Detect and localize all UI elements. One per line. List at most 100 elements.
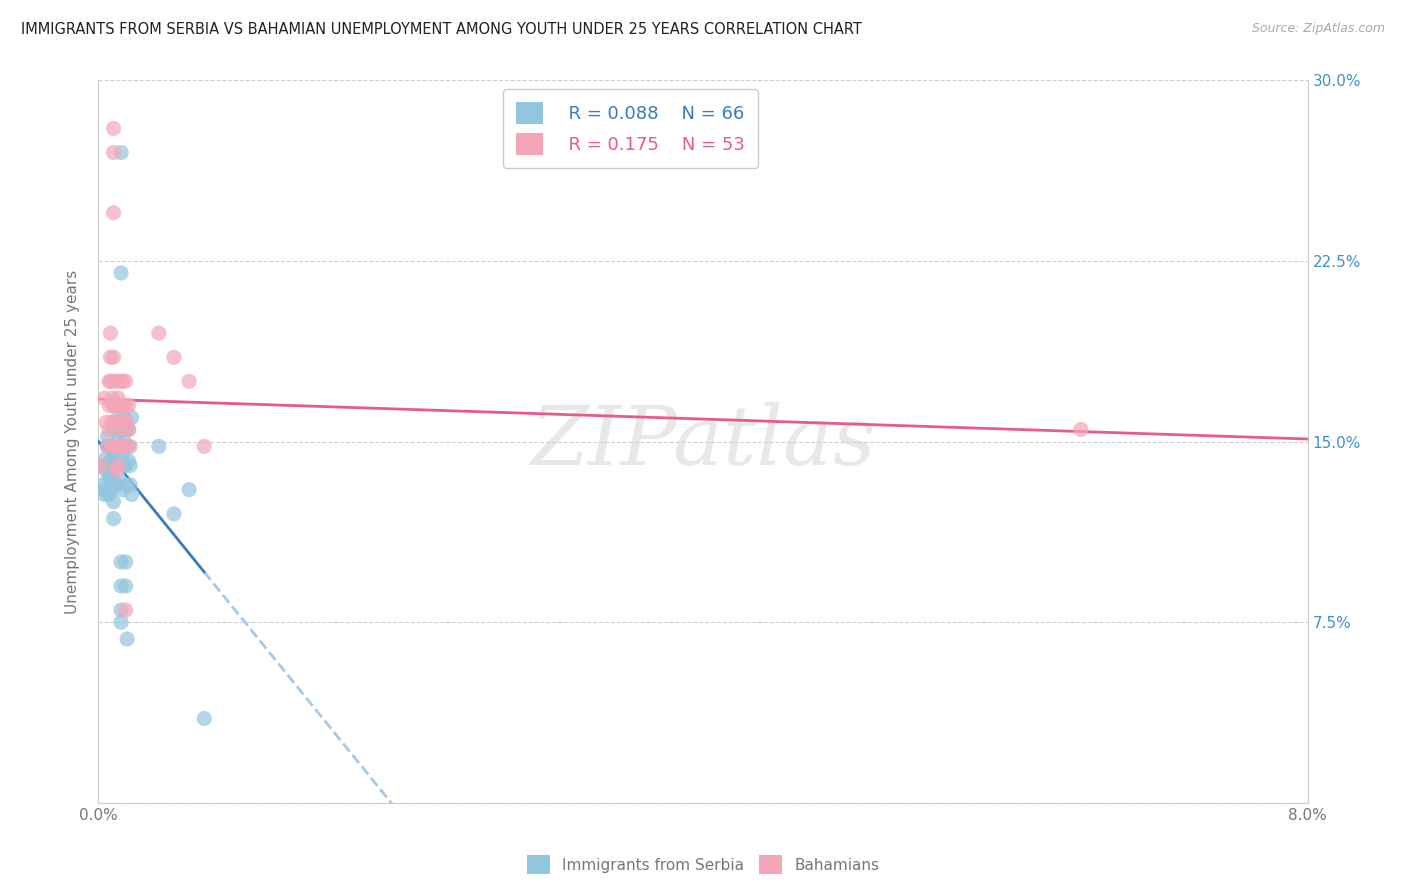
Point bbox=[103, 422, 125, 436]
Point bbox=[108, 398, 131, 412]
Point bbox=[112, 458, 135, 473]
Point bbox=[111, 398, 134, 412]
Point bbox=[108, 422, 131, 436]
Point bbox=[163, 350, 186, 364]
Point bbox=[111, 422, 134, 436]
Text: IMMIGRANTS FROM SERBIA VS BAHAMIAN UNEMPLOYMENT AMONG YOUTH UNDER 25 YEARS CORRE: IMMIGRANTS FROM SERBIA VS BAHAMIAN UNEMP… bbox=[21, 22, 862, 37]
Point bbox=[107, 470, 129, 484]
Point bbox=[91, 478, 114, 492]
Point bbox=[111, 483, 134, 497]
Point bbox=[107, 434, 129, 449]
Point bbox=[118, 422, 141, 436]
Point bbox=[163, 507, 186, 521]
Point bbox=[110, 439, 132, 453]
Point bbox=[120, 478, 142, 492]
Point bbox=[114, 398, 136, 412]
Y-axis label: Unemployment Among Youth under 25 years: Unemployment Among Youth under 25 years bbox=[65, 269, 80, 614]
Point bbox=[120, 439, 142, 453]
Point bbox=[103, 205, 125, 219]
Point bbox=[107, 458, 129, 473]
Point bbox=[105, 398, 128, 412]
Legend: Immigrants from Serbia, Bahamians: Immigrants from Serbia, Bahamians bbox=[520, 849, 886, 880]
Point bbox=[100, 374, 122, 388]
Point bbox=[108, 439, 131, 453]
Point bbox=[105, 374, 128, 388]
Point bbox=[118, 398, 141, 412]
Point bbox=[103, 350, 125, 364]
Point bbox=[104, 415, 127, 429]
Point bbox=[179, 374, 201, 388]
Point bbox=[96, 439, 118, 453]
Point bbox=[110, 398, 132, 412]
Point bbox=[112, 434, 135, 449]
Point bbox=[98, 470, 121, 484]
Point bbox=[103, 121, 125, 136]
Point bbox=[110, 555, 132, 569]
Point bbox=[121, 410, 143, 425]
Point bbox=[110, 579, 132, 593]
Point bbox=[104, 398, 127, 412]
Point bbox=[105, 439, 128, 453]
Point bbox=[110, 422, 132, 436]
Point bbox=[110, 422, 132, 436]
Point bbox=[101, 439, 124, 453]
Point bbox=[105, 415, 128, 429]
Point bbox=[112, 415, 135, 429]
Point bbox=[101, 468, 124, 483]
Point bbox=[103, 439, 125, 453]
Point bbox=[193, 712, 215, 726]
Point bbox=[103, 511, 125, 525]
Point bbox=[100, 326, 122, 340]
Point bbox=[105, 463, 128, 477]
Point bbox=[103, 478, 125, 492]
Point bbox=[101, 391, 124, 405]
Legend:   R = 0.088    N = 66,   R = 0.175    N = 53: R = 0.088 N = 66, R = 0.175 N = 53 bbox=[503, 89, 758, 168]
Point bbox=[114, 439, 136, 453]
Point bbox=[107, 391, 129, 405]
Point bbox=[118, 454, 141, 468]
Point bbox=[107, 415, 129, 429]
Point bbox=[104, 439, 127, 453]
Point bbox=[103, 494, 125, 508]
Point bbox=[114, 458, 136, 473]
Point bbox=[114, 603, 136, 617]
Point bbox=[103, 374, 125, 388]
Point bbox=[118, 422, 141, 436]
Point bbox=[107, 454, 129, 468]
Point bbox=[108, 415, 131, 429]
Point bbox=[101, 454, 124, 468]
Point bbox=[103, 398, 125, 412]
Point bbox=[94, 463, 117, 477]
Point bbox=[111, 446, 134, 460]
Point bbox=[100, 483, 122, 497]
Point bbox=[98, 374, 121, 388]
Point bbox=[105, 422, 128, 436]
Point bbox=[96, 430, 118, 444]
Point bbox=[93, 391, 115, 405]
Point bbox=[1070, 422, 1092, 436]
Point bbox=[90, 458, 112, 473]
Point bbox=[120, 458, 142, 473]
Point bbox=[179, 483, 201, 497]
Point bbox=[110, 374, 132, 388]
Point bbox=[105, 458, 128, 473]
Point bbox=[105, 439, 128, 453]
Point bbox=[193, 439, 215, 453]
Point bbox=[98, 422, 121, 436]
Point bbox=[114, 579, 136, 593]
Point bbox=[103, 398, 125, 412]
Point bbox=[115, 632, 138, 646]
Text: ZIPatlas: ZIPatlas bbox=[530, 401, 876, 482]
Point bbox=[107, 439, 129, 453]
Point bbox=[94, 415, 117, 429]
Point bbox=[118, 439, 141, 453]
Point bbox=[115, 415, 138, 429]
Point bbox=[112, 410, 135, 425]
Point bbox=[111, 374, 134, 388]
Text: Source: ZipAtlas.com: Source: ZipAtlas.com bbox=[1251, 22, 1385, 36]
Point bbox=[100, 350, 122, 364]
Point bbox=[110, 266, 132, 280]
Point bbox=[100, 468, 122, 483]
Point bbox=[121, 487, 143, 501]
Point bbox=[114, 374, 136, 388]
